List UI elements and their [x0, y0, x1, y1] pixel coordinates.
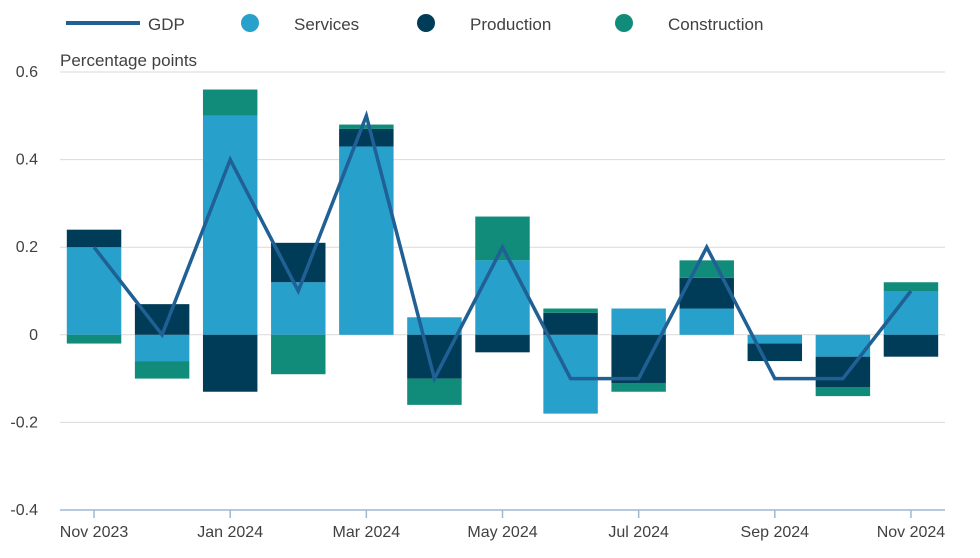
- x-tick-label: Sep 2024: [741, 524, 810, 541]
- bar-construction: [883, 282, 939, 291]
- bar-production: [883, 334, 939, 357]
- y-tick-label: 0.2: [16, 239, 38, 256]
- bar-services: [543, 334, 598, 414]
- legend-construction-label: Construction: [668, 15, 763, 34]
- x-tick-label: May 2024: [467, 524, 537, 541]
- bar-construction: [543, 308, 598, 313]
- legend-construction-swatch: [615, 14, 633, 32]
- bar-construction: [611, 382, 666, 392]
- bar-production: [815, 356, 871, 388]
- bar-services: [202, 115, 258, 335]
- bar-construction: [679, 260, 734, 278]
- y-tick-label: 0.4: [16, 152, 38, 169]
- bar-services: [679, 308, 734, 335]
- legend-services-swatch: [241, 14, 259, 32]
- bar-production: [747, 343, 803, 362]
- legend-services-label: Services: [294, 15, 359, 34]
- legend-item-construction[interactable]: Construction: [615, 14, 763, 34]
- x-tick-label: Jan 2024: [197, 524, 263, 541]
- bar-production: [271, 242, 326, 283]
- legend-production-swatch: [417, 14, 435, 32]
- y-tick-label: -0.2: [10, 414, 38, 431]
- legend-item-gdp[interactable]: GDP: [66, 15, 185, 34]
- bar-construction: [271, 334, 326, 375]
- bar-construction: [339, 124, 394, 129]
- bar-services: [611, 308, 666, 335]
- bar-production: [475, 334, 530, 353]
- y-axis-ticks: 0.6 0.4 0.2 0 -0.2 -0.4: [10, 64, 38, 519]
- bar-services: [339, 146, 394, 335]
- gdp-line-series: [92, 110, 913, 384]
- legend-production-label: Production: [470, 15, 551, 34]
- bar-production: [66, 229, 122, 248]
- x-axis-ticks: Nov 2023 Jan 2024 Mar 2024 May 2024 Jul 2024…: [60, 510, 946, 541]
- bar-services: [66, 247, 122, 335]
- bar-construction: [134, 361, 190, 379]
- bar-services: [747, 334, 803, 344]
- bar-production: [202, 334, 258, 392]
- y-tick-label: -0.4: [10, 502, 38, 519]
- legend-item-production[interactable]: Production: [417, 14, 551, 34]
- x-tick-label: Jul 2024: [608, 524, 669, 541]
- bars: [66, 89, 939, 414]
- x-tick-label: Nov 2024: [877, 524, 946, 541]
- bar-services: [475, 260, 530, 335]
- bar-production: [543, 312, 598, 335]
- bar-construction: [815, 387, 871, 397]
- bar-construction: [475, 216, 530, 261]
- bar-construction: [202, 89, 258, 116]
- y-tick-label: 0: [29, 327, 38, 344]
- legend-item-services[interactable]: Services: [241, 14, 359, 34]
- y-tick-label: 0.6: [16, 64, 38, 81]
- bar-production: [339, 128, 394, 147]
- x-tick-label: Mar 2024: [333, 524, 401, 541]
- gdp-line: [92, 110, 913, 384]
- x-tick-label: Nov 2023: [60, 524, 129, 541]
- bar-services: [407, 317, 462, 335]
- legend: GDP Services Production Construction: [66, 14, 763, 34]
- bar-services: [815, 334, 871, 357]
- bar-construction: [66, 334, 122, 344]
- legend-gdp-label: GDP: [148, 15, 185, 34]
- y-axis-unit-label: Percentage points: [60, 51, 197, 70]
- bar-services: [134, 334, 190, 362]
- bar-construction: [407, 378, 462, 405]
